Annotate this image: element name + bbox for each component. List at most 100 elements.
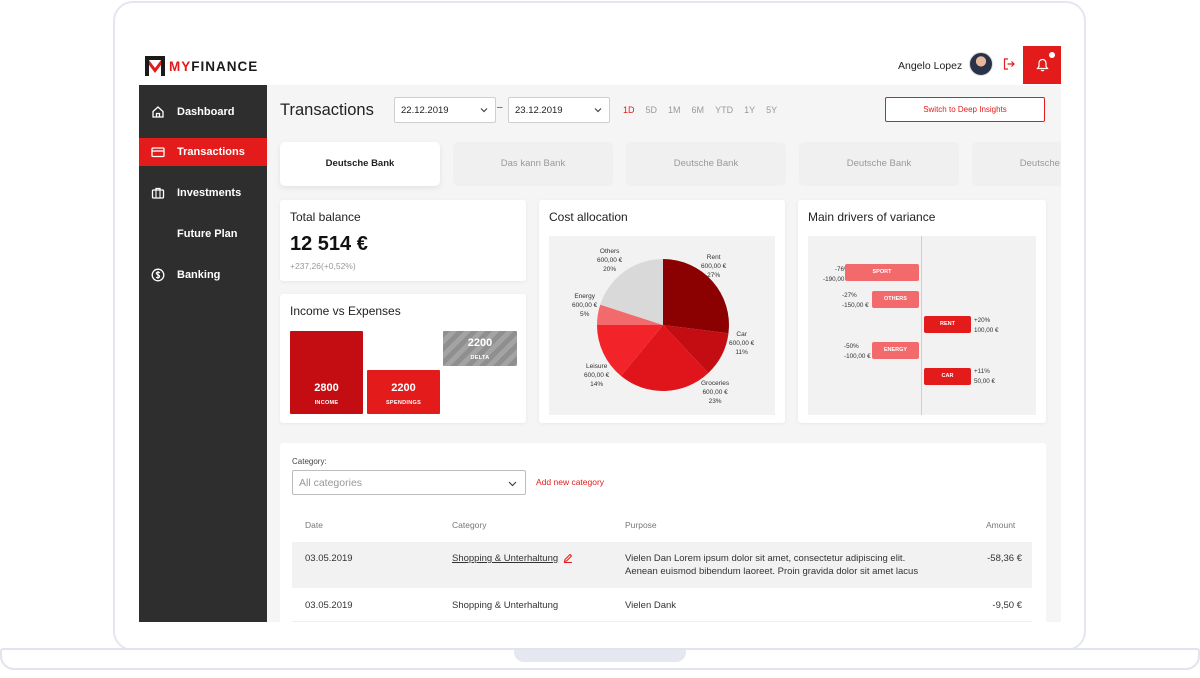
bank-tab[interactable]: Deutsche Bank	[280, 142, 440, 186]
home-icon	[152, 106, 164, 118]
pie-label-leisure: Leisure 600,00 € 14%	[584, 362, 609, 389]
income-value: 2800	[314, 382, 339, 394]
cost-allocation-card: Cost allocation Rent 600,00 € 27% Car 600,0…	[539, 200, 785, 423]
pie-chart-area: Rent 600,00 € 27% Car 600,00 € 11% Groceries…	[549, 236, 775, 415]
sidebar: Dashboard Transactions Investments Futur…	[139, 85, 267, 622]
category-filter-label: Category:	[292, 457, 327, 466]
sidebar-item-investments[interactable]: Investments	[139, 179, 267, 207]
slice-name: Rent	[706, 254, 721, 261]
sidebar-item-label: Future Plan	[177, 228, 238, 240]
variance-amount: 50,00 €	[974, 378, 996, 385]
logo-text: MYFINANCE	[169, 59, 258, 74]
add-category-link[interactable]: Add new category	[536, 477, 605, 487]
variance-bar-sport: SPORT	[845, 264, 919, 281]
category-select[interactable]: All categories	[292, 470, 526, 495]
table-row[interactable]: 03.05.2019 Shopping & Unterhaltung Viele…	[292, 588, 1032, 622]
notification-dot	[1049, 52, 1055, 58]
card-title: Income vs Expenses	[290, 304, 401, 318]
slice-name: Energy	[574, 293, 595, 300]
period-6m[interactable]: 6M	[691, 105, 705, 115]
variance-bar-others: OTHERS	[872, 291, 919, 308]
card-title: Total balance	[290, 210, 361, 224]
variance-amount: -190,00 €	[823, 276, 850, 283]
sidebar-item-future-plan[interactable]: Future Plan	[139, 220, 267, 248]
variance-amount: 100,00 €	[974, 327, 999, 334]
row-amount: -58,36 €	[987, 553, 1022, 564]
row-category[interactable]: Shopping & Unterhaltung	[452, 600, 559, 611]
bank-tab[interactable]: Deutsche Bank	[626, 142, 786, 186]
date-from-picker[interactable]: 22.12.2019	[394, 97, 496, 123]
app-logo[interactable]: MYFINANCE	[145, 56, 258, 76]
sidebar-item-transactions[interactable]: Transactions	[139, 138, 267, 166]
period-1d[interactable]: 1D	[623, 105, 635, 115]
period-1y[interactable]: 1Y	[744, 105, 756, 115]
pie-label-groceries: Groceries 600,00 € 23%	[701, 379, 729, 406]
row-amount: -9,50 €	[992, 600, 1022, 611]
variance-bar-energy: ENERGY	[872, 342, 919, 359]
row-date: 03.05.2019	[305, 600, 353, 611]
column-header-amount[interactable]: Amount	[986, 520, 1016, 530]
briefcase-icon	[151, 187, 165, 199]
chevron-down-icon	[480, 108, 488, 113]
column-header-purpose[interactable]: Purpose	[625, 520, 657, 530]
column-header-date[interactable]: Date	[305, 520, 323, 530]
deep-insights-button[interactable]: Switch to Deep Insights	[885, 97, 1045, 122]
column-header-category[interactable]: Category	[452, 520, 487, 530]
sidebar-item-banking[interactable]: Banking	[139, 261, 267, 289]
income-label: INCOME	[314, 400, 339, 406]
period-1m[interactable]: 1M	[668, 105, 681, 115]
avatar[interactable]	[969, 52, 993, 76]
date-separator: –	[497, 102, 503, 113]
variance-card: Main drivers of variance -76% -190,00 € S…	[798, 200, 1046, 423]
slice-percent: 27%	[707, 272, 721, 279]
variance-pct: +11%	[974, 368, 990, 375]
row-category[interactable]: Shopping & Unterhaltung	[452, 553, 559, 564]
pie-slice-energy[interactable]	[597, 304, 663, 325]
variance-pct: -27%	[842, 292, 857, 299]
slice-amount: 600,00 €	[597, 257, 623, 264]
slice-name: Leisure	[585, 363, 608, 370]
period-5y[interactable]: 5Y	[766, 105, 778, 115]
variance-values-others: -27% -150,00 €	[842, 291, 869, 311]
variance-amount: -100,00 €	[844, 353, 871, 360]
balance-value: 12 514 €	[290, 233, 368, 255]
table-row[interactable]: 03.05.2019 Shopping & Unterhaltung Viele…	[292, 542, 1032, 588]
date-to-value: 23.12.2019	[515, 105, 563, 116]
sidebar-item-dashboard[interactable]: Dashboard	[139, 98, 267, 126]
variance-values-energy: -50% -100,00 €	[844, 342, 871, 362]
period-5d[interactable]: 5D	[645, 105, 658, 115]
notifications-button[interactable]	[1023, 46, 1061, 84]
pie-slice-groceries[interactable]	[620, 325, 709, 391]
pie-slice-others[interactable]	[600, 259, 663, 325]
slice-amount: 600,00 €	[729, 340, 755, 347]
variance-amount: -150,00 €	[842, 302, 869, 309]
pie-slice-leisure[interactable]	[597, 325, 663, 376]
bank-tab[interactable]: Das kann Bank	[453, 142, 613, 186]
pie-label-energy: Energy 600,00 € 5%	[572, 292, 597, 319]
variance-pct: -50%	[844, 343, 859, 350]
chevron-down-icon	[594, 108, 602, 113]
edit-icon[interactable]	[563, 553, 573, 563]
pie-slice-rent[interactable]	[663, 259, 730, 334]
period-selector: 1D 5D 1M 6M YTD 1Y 5Y	[623, 105, 788, 115]
variance-values-car: +11% 50,00 €	[974, 367, 995, 387]
income-bar: 2800 INCOME	[290, 331, 363, 414]
card-icon	[151, 147, 165, 158]
bank-tab[interactable]: Deutsche Bank	[972, 142, 1061, 186]
variance-values-sport: -76% -190,00 €	[823, 265, 850, 285]
slice-name: Car	[736, 331, 747, 338]
variance-values-rent: +20% 100,00 €	[974, 316, 999, 336]
bank-tab[interactable]: Deutsche Bank	[799, 142, 959, 186]
logout-icon[interactable]	[1003, 58, 1015, 70]
sidebar-item-label: Investments	[177, 187, 242, 199]
row-purpose: Vielen Dank	[625, 600, 677, 611]
spendings-bar: 2200 SPENDINGS	[367, 370, 440, 414]
delta-bar: 2200 DELTA	[443, 331, 517, 366]
date-to-picker[interactable]: 23.12.2019	[508, 97, 610, 123]
delta-value: 2200	[467, 337, 493, 349]
variance-pct: -76%	[834, 266, 850, 273]
user-name: Angelo Lopez	[898, 60, 963, 72]
period-ytd[interactable]: YTD	[715, 105, 734, 115]
card-title: Main drivers of variance	[808, 210, 936, 224]
pie-slice-car[interactable]	[663, 325, 729, 374]
